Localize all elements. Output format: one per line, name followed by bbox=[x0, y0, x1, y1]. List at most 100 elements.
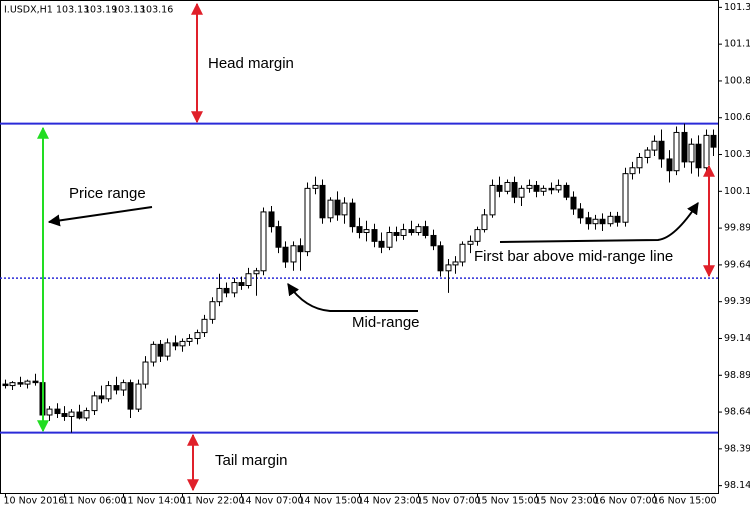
y-tick-label: 100.89 bbox=[724, 75, 750, 86]
y-tick-label: 100.64 bbox=[724, 112, 750, 123]
candle-body bbox=[282, 246, 289, 263]
candle-body bbox=[245, 273, 252, 286]
candle-body bbox=[585, 217, 592, 225]
candle-body bbox=[386, 232, 393, 248]
candle-body bbox=[83, 410, 90, 419]
header-value: 103.16 bbox=[140, 5, 173, 16]
candle-body bbox=[120, 382, 127, 391]
pointer-arrow bbox=[47, 206, 153, 227]
candle-body bbox=[268, 211, 275, 228]
candle-body bbox=[703, 134, 710, 169]
x-tick-label: 16 Nov 07:00 bbox=[594, 496, 658, 507]
y-tick-label: 99.89 bbox=[724, 223, 750, 234]
y-tick-label: 101.39 bbox=[724, 2, 750, 13]
candle-body bbox=[555, 184, 562, 191]
candle-body bbox=[91, 395, 98, 412]
candle-body bbox=[452, 261, 459, 266]
candle-body bbox=[688, 143, 695, 163]
candle-body bbox=[341, 202, 348, 216]
x-tick-label: 11 Nov 22:00 bbox=[181, 496, 245, 507]
y-tick-label: 100.14 bbox=[724, 186, 750, 197]
x-tick-label: 10 Nov 2016 bbox=[4, 496, 65, 507]
candle-body bbox=[127, 382, 134, 410]
header-value: 103.13 bbox=[112, 5, 145, 16]
x-tick-label: 16 Nov 15:00 bbox=[653, 496, 717, 507]
candle-body bbox=[223, 287, 230, 294]
candle-body bbox=[614, 215, 621, 223]
candle-body bbox=[445, 264, 452, 272]
candle-body bbox=[24, 380, 31, 385]
x-tick-label: 15 Nov 23:00 bbox=[535, 496, 599, 507]
candle-body bbox=[297, 245, 304, 253]
candle-body bbox=[459, 243, 466, 263]
candle-body bbox=[666, 158, 673, 172]
y-tick-label: 100.39 bbox=[724, 149, 750, 160]
candle-body bbox=[430, 234, 437, 247]
candle-body bbox=[577, 208, 584, 219]
candle-body bbox=[695, 143, 702, 169]
pointer-arrow bbox=[499, 201, 699, 243]
y-tick-label: 98.64 bbox=[724, 407, 750, 418]
candle-body bbox=[253, 270, 260, 275]
candle-body bbox=[393, 232, 400, 236]
candle-body bbox=[363, 229, 370, 234]
x-tick-label: 14 Nov 23:00 bbox=[358, 496, 422, 507]
header-value: 103.19 bbox=[84, 5, 117, 16]
annotation: Price range bbox=[69, 185, 146, 202]
candle-body bbox=[186, 337, 193, 342]
candle-body bbox=[46, 408, 53, 416]
x-tick-label: 14 Nov 07:00 bbox=[240, 496, 304, 507]
candle-body bbox=[599, 218, 606, 225]
candle-body bbox=[629, 167, 636, 175]
candle-body bbox=[275, 226, 282, 248]
y-tick-label: 98.89 bbox=[724, 370, 750, 381]
y-tick-label: 99.39 bbox=[724, 296, 750, 307]
candle-body bbox=[216, 287, 223, 303]
candle-body bbox=[415, 226, 422, 234]
candle-body bbox=[17, 382, 24, 385]
candle-body bbox=[164, 342, 171, 357]
candle-body bbox=[533, 184, 540, 192]
annotation: Mid-range bbox=[352, 314, 420, 331]
candle-body bbox=[570, 196, 577, 210]
candle-body bbox=[54, 408, 61, 415]
pointer-arrow bbox=[287, 283, 418, 312]
candle-body bbox=[474, 229, 481, 242]
candle-body bbox=[526, 184, 533, 189]
y-tick-label: 99.14 bbox=[724, 333, 750, 344]
y-tick-label: 99.64 bbox=[724, 259, 750, 270]
candle-body bbox=[371, 229, 378, 242]
candle-body bbox=[327, 199, 334, 219]
candle-body bbox=[260, 211, 267, 272]
candle-body bbox=[622, 173, 629, 223]
candle-body bbox=[563, 184, 570, 198]
candle-body bbox=[592, 218, 599, 225]
candle-body bbox=[135, 383, 142, 410]
y-tick-label: 101.14 bbox=[724, 39, 750, 50]
candle-body bbox=[9, 382, 16, 387]
candle-body bbox=[319, 184, 326, 219]
candle-body bbox=[76, 411, 83, 419]
candle-body bbox=[511, 181, 518, 198]
candle-body bbox=[201, 318, 208, 334]
candle-body bbox=[356, 226, 363, 234]
candle-body bbox=[105, 385, 112, 400]
candle-body bbox=[607, 215, 614, 225]
candle-body bbox=[150, 343, 157, 363]
candle-body bbox=[422, 226, 429, 236]
candle-body bbox=[518, 187, 525, 198]
candle-body bbox=[658, 140, 665, 160]
candle-body bbox=[2, 383, 9, 387]
candle-body bbox=[408, 229, 415, 234]
plot bbox=[0, 122, 718, 434]
x-tick-label: 15 Nov 15:00 bbox=[476, 496, 540, 507]
candle-body bbox=[113, 385, 120, 391]
candle-body bbox=[349, 202, 356, 228]
candle-body bbox=[32, 380, 39, 384]
candle-body bbox=[481, 214, 488, 231]
x-tick-label: 11 Nov 14:00 bbox=[122, 496, 186, 507]
x-tick-label: 15 Nov 07:00 bbox=[417, 496, 481, 507]
candle-body bbox=[172, 342, 179, 347]
